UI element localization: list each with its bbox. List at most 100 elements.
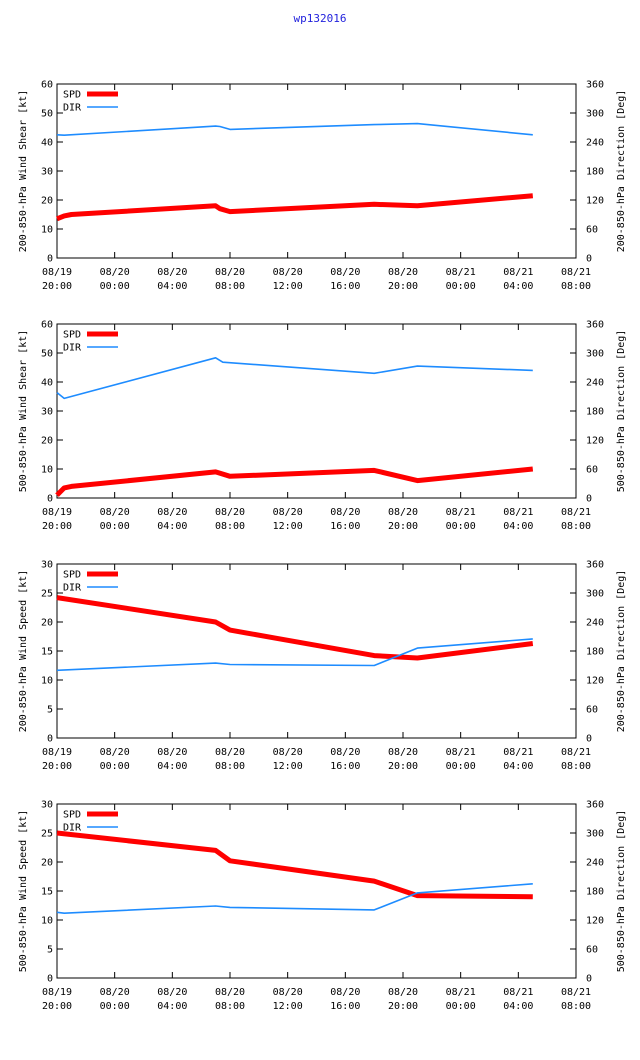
x-tick-label-date: 08/19 (42, 507, 72, 518)
legend-label-dir: DIR (63, 583, 82, 594)
y-axis-title: 200-850-hPa Wind Speed [kt] (18, 570, 29, 733)
x-tick-label-date: 08/20 (157, 267, 187, 278)
legend: SPD DIR (63, 90, 118, 114)
y2-axis-title: 500-850-hPa Direction [Deg] (616, 330, 627, 493)
x-tick-label-time: 04:00 (503, 761, 533, 772)
x-tick-label-time: 16:00 (330, 761, 360, 772)
x-tick-label-date: 08/20 (330, 747, 360, 758)
x-tick-label-time: 16:00 (330, 281, 360, 292)
legend-label-spd: SPD (63, 90, 81, 101)
series-line-spd (56, 193, 534, 222)
y-tick-label: 10 (41, 916, 53, 927)
y-tick-label: 30 (41, 407, 53, 418)
x-tick-label-date: 08/21 (503, 987, 533, 998)
x-tick-label-date: 08/20 (388, 507, 418, 518)
y-tick-label: 30 (41, 560, 53, 571)
y2-tick-label: 360 (586, 80, 604, 91)
x-tick-label-time: 12:00 (273, 281, 303, 292)
x-tick-label-time: 20:00 (388, 281, 418, 292)
y-tick-label: 40 (41, 138, 53, 149)
y-tick-label: 10 (41, 225, 53, 236)
series-line-dir (56, 883, 533, 915)
x-tick-label-date: 08/20 (273, 267, 303, 278)
y-tick-label: 30 (41, 167, 53, 178)
y-tick-label: 20 (41, 858, 53, 869)
legend: SPD DIR (63, 330, 118, 354)
x-tick-label-date: 08/20 (100, 747, 130, 758)
x-tick-label-time: 08:00 (561, 761, 591, 772)
plot-frame (56, 83, 577, 259)
y-tick-label: 30 (41, 800, 53, 811)
legend: SPD DIR (63, 810, 118, 834)
y-tick-label: 5 (47, 945, 53, 956)
y-tick-label: 20 (41, 196, 53, 207)
y-tick-label: 20 (41, 618, 53, 629)
y2-tick-label: 120 (586, 196, 604, 207)
y2-tick-label: 300 (586, 589, 604, 600)
x-tick-label-time: 08:00 (215, 281, 245, 292)
legend-label-dir: DIR (63, 343, 82, 354)
x-tick-label-date: 08/20 (330, 267, 360, 278)
y2-tick-label: 300 (586, 349, 604, 360)
y2-axis-title: 200-850-hPa Direction [Deg] (616, 90, 627, 253)
chart-4: 05101520253006012018024030036008/1920:00… (18, 800, 627, 1013)
y2-tick-label: 120 (586, 436, 604, 447)
x-tick-label-time: 20:00 (42, 521, 72, 532)
x-tick-label-time: 00:00 (446, 761, 476, 772)
y2-tick-label: 360 (586, 800, 604, 811)
x-tick-label-time: 00:00 (100, 761, 130, 772)
y2-tick-label: 60 (586, 225, 598, 236)
legend-label-dir: DIR (63, 103, 82, 114)
y-tick-label: 0 (47, 734, 53, 745)
y2-tick-label: 180 (586, 647, 604, 658)
x-tick-label-time: 20:00 (42, 1001, 72, 1012)
y-tick-label: 10 (41, 465, 53, 476)
y-tick-label: 5 (47, 705, 53, 716)
legend: SPD DIR (63, 570, 118, 594)
x-tick-label-date: 08/20 (388, 987, 418, 998)
y2-tick-label: 0 (586, 254, 592, 265)
x-tick-label-date: 08/20 (157, 747, 187, 758)
y2-tick-label: 180 (586, 887, 604, 898)
x-tick-label-date: 08/20 (157, 507, 187, 518)
x-tick-label-time: 08:00 (561, 281, 591, 292)
x-tick-label-time: 08:00 (215, 521, 245, 532)
x-tick-label-time: 04:00 (157, 521, 187, 532)
series-line-dir (56, 122, 533, 136)
y2-tick-label: 60 (586, 705, 598, 716)
y-tick-label: 25 (41, 829, 53, 840)
x-tick-label-date: 08/20 (157, 987, 187, 998)
x-tick-label-time: 00:00 (100, 281, 130, 292)
x-tick-label-time: 08:00 (215, 761, 245, 772)
x-tick-label-date: 08/20 (273, 987, 303, 998)
x-tick-label-date: 08/21 (446, 507, 476, 518)
x-tick-label-time: 00:00 (446, 521, 476, 532)
x-tick-label-time: 08:00 (215, 1001, 245, 1012)
y2-tick-label: 240 (586, 378, 604, 389)
x-tick-label-time: 00:00 (100, 521, 130, 532)
x-tick-label-time: 12:00 (273, 761, 303, 772)
x-tick-label-date: 08/20 (215, 507, 245, 518)
x-tick-label-date: 08/21 (561, 267, 591, 278)
x-tick-label-time: 00:00 (446, 1001, 476, 1012)
y2-tick-label: 0 (586, 734, 592, 745)
y-axis-title: 500-850-hPa Wind Shear [kt] (18, 330, 29, 493)
y-tick-label: 15 (41, 647, 53, 658)
x-tick-label-date: 08/20 (388, 267, 418, 278)
x-tick-label-time: 04:00 (157, 281, 187, 292)
series-line-spd (55, 466, 534, 497)
y2-axis-title: 200-850-hPa Direction [Deg] (616, 570, 627, 733)
chart-1: 0 10 20 30 40 50 60 0 60 120 180 240 300 360 08/19 20:0… (18, 80, 627, 293)
y2-tick-label: 300 (586, 109, 604, 120)
x-tick-label-date: 08/20 (330, 987, 360, 998)
y2-tick-label: 360 (586, 320, 604, 331)
series-line-spd (56, 830, 533, 900)
x-tick-label-time: 04:00 (503, 1001, 533, 1012)
x-tick-label-date: 08/21 (561, 747, 591, 758)
y-tick-label: 40 (41, 378, 53, 389)
x-tick-label-date: 08/21 (503, 747, 533, 758)
y2-tick-label: 0 (586, 974, 592, 985)
x-tick-label-time: 08:00 (561, 1001, 591, 1012)
plot-frame (56, 563, 577, 739)
